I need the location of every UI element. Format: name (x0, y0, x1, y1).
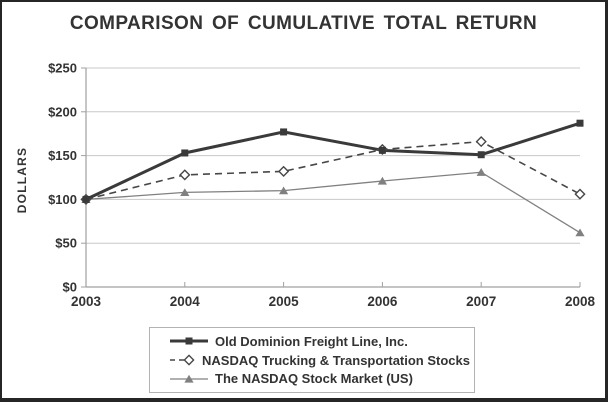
series-line (85, 171, 581, 234)
x-tick-label: 2007 (466, 294, 496, 309)
triangle-marker (476, 168, 486, 176)
x-tick-label: 2006 (367, 294, 398, 309)
legend-item: Old Dominion Freight Line, Inc. (170, 334, 470, 349)
filled-triangle-legend-swatch (170, 374, 208, 383)
triangle-marker (575, 228, 585, 237)
series-line (85, 121, 581, 201)
y-tick-label: $0 (63, 280, 77, 295)
x-tick-label: 2004 (170, 294, 201, 309)
diamond-marker (183, 354, 195, 366)
triangle-marker (180, 188, 190, 196)
open-diamond-legend-swatch (170, 354, 195, 366)
x-tick-label: 2003 (71, 294, 102, 309)
diamond-marker (278, 165, 290, 177)
square-marker (378, 146, 386, 154)
square-marker (185, 337, 193, 345)
y-tick-label: $200 (48, 104, 77, 119)
legend-label: Old Dominion Freight Line, Inc. (215, 333, 408, 349)
chart-title: COMPARISON OF CUMULATIVE TOTAL RETURN (69, 13, 538, 34)
legend-label: NASDAQ Trucking & Transportation Stocks (202, 352, 470, 368)
legend-item: NASDAQ Trucking & Transportation Stocks (170, 353, 470, 368)
triangle-marker (184, 374, 194, 383)
legend-label: The NASDAQ Stock Market (US) (215, 371, 413, 387)
x-tick-label: 2005 (269, 294, 300, 309)
y-tick-label: $50 (55, 236, 77, 251)
square-marker (181, 149, 189, 157)
square-marker (280, 128, 288, 136)
square-marker (82, 195, 90, 203)
square-marker (576, 119, 584, 127)
filled-square-legend-swatch (170, 337, 208, 345)
diamond-marker (574, 188, 586, 200)
x-tick-label: 2008 (565, 294, 596, 309)
plot-area: $0 $50 $100 $150 $200 $250 2003 2004 2005 2006 200… (48, 61, 596, 310)
legend: Old Dominion Freight Line, Inc. NASDAQ Tr… (149, 327, 475, 393)
square-marker (477, 151, 485, 159)
triangle-marker (279, 186, 289, 195)
y-tick-label: $250 (48, 61, 77, 76)
diamond-marker (179, 169, 191, 181)
triangle-marker (377, 176, 387, 185)
y-tick-label: $150 (48, 148, 77, 163)
legend-item: The NASDAQ Stock Market (US) (170, 371, 470, 386)
series-line (85, 140, 581, 201)
y-tick-label: $100 (48, 192, 77, 207)
diamond-marker (475, 135, 487, 148)
